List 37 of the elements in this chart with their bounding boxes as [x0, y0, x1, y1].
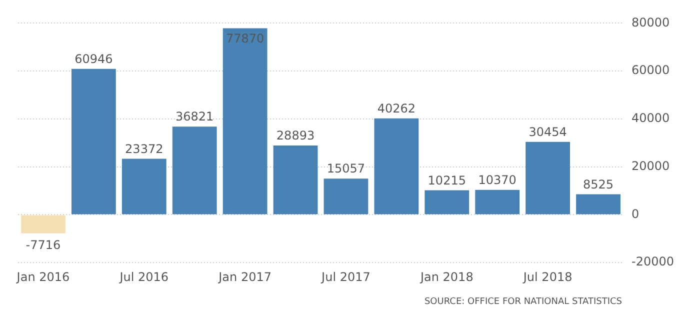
bar — [172, 126, 217, 214]
x-tick-label: Jul 2018 — [522, 270, 572, 284]
y-tick-label: 80000 — [631, 15, 670, 30]
data-label: 60946 — [74, 52, 113, 66]
y-tick-label: 20000 — [631, 158, 670, 173]
x-tick-label: Jul 2017 — [320, 270, 370, 284]
data-label: -7716 — [26, 238, 61, 252]
bar — [576, 194, 620, 214]
data-label: 36821 — [176, 110, 214, 124]
bar — [324, 178, 368, 214]
data-label: 30454 — [528, 124, 567, 139]
y-tick-label: -20000 — [631, 254, 674, 269]
y-tick-label: 40000 — [631, 111, 670, 126]
bar — [526, 142, 570, 214]
data-label: 28893 — [276, 128, 315, 143]
data-label: 15057 — [326, 162, 366, 176]
x-tick-label: Jul 2016 — [118, 270, 169, 284]
bar — [122, 158, 166, 214]
data-label: 77870 — [226, 31, 264, 46]
bar — [424, 190, 470, 214]
x-tick-label: Jan 2017 — [218, 270, 272, 284]
data-label: 10215 — [428, 173, 466, 188]
bar — [71, 68, 116, 214]
data-label: 40262 — [377, 101, 416, 116]
y-tick-label: 0 — [631, 206, 640, 221]
data-label: 8525 — [582, 177, 614, 192]
bar — [475, 190, 520, 214]
data-label: 10370 — [478, 172, 516, 187]
bar — [374, 118, 419, 214]
bar — [273, 146, 318, 214]
x-tick-label: Jan 2016 — [16, 270, 70, 284]
y-tick-label: 60000 — [631, 63, 670, 78]
source-note: SOURCE: OFFICE FOR NATIONAL STATISTICS — [423, 297, 623, 307]
bar — [222, 28, 268, 214]
data-label: 23372 — [125, 142, 164, 156]
x-tick-label: Jan 2018 — [419, 270, 474, 284]
bar — [21, 215, 66, 234]
